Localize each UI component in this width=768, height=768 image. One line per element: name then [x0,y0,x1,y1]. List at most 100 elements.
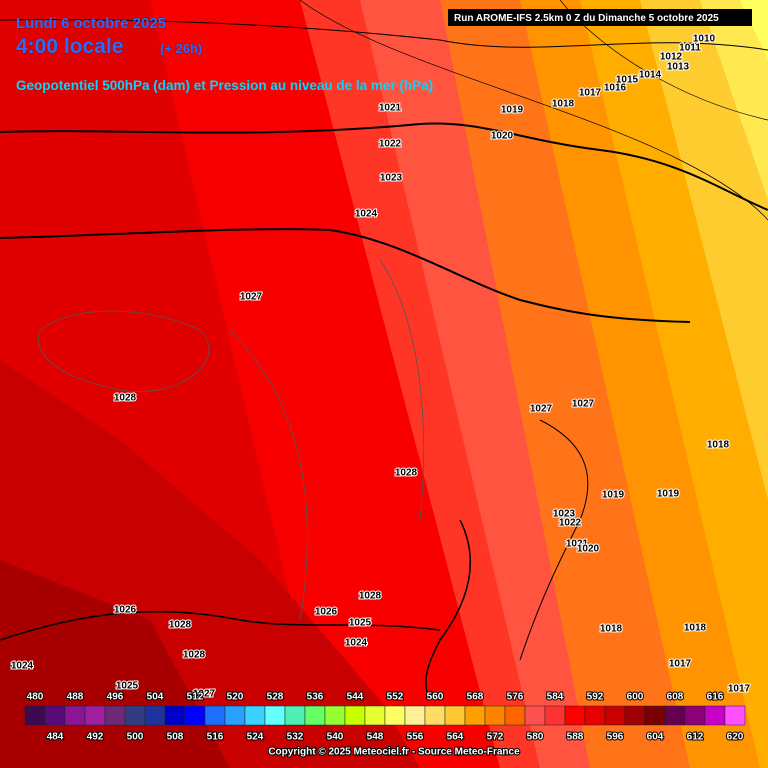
isobar-label: 1027 [530,404,553,415]
scale-swatch [144,705,166,726]
scale-label-bottom: 564 [447,732,464,743]
isobar-label: 1010 [693,34,716,45]
scale-swatch [544,705,566,726]
scale-label-top: 520 [227,692,244,703]
isobar-label: 1018 [707,440,730,451]
isobar-label: 1027 [193,689,216,700]
copyright: Copyright © 2025 Meteociel.fr - Source M… [268,747,520,758]
isobar-label: 1024 [355,209,378,220]
scale-swatch [84,705,106,726]
scale-swatch [264,705,286,726]
scale-swatch [244,705,266,726]
scale-label-top: 544 [347,692,364,703]
scale-swatch [464,705,486,726]
isobar-label: 1026 [315,607,338,618]
scale-label-top: 576 [507,692,524,703]
isobar-label: 1020 [577,544,600,555]
isobar-label: 1028 [395,468,418,479]
scale-label-bottom: 540 [327,732,344,743]
scale-label-top: 480 [27,692,44,703]
scale-label-bottom: 604 [647,732,664,743]
isobar-label: 1022 [559,518,582,529]
scale-label-bottom: 484 [47,732,64,743]
scale-swatch [424,705,446,726]
isobar-label: 1024 [11,661,34,672]
scale-label-top: 504 [147,692,164,703]
isobar-label: 1028 [169,620,192,631]
scale-label-top: 560 [427,692,444,703]
scale-swatch [444,705,466,726]
scale-swatch [364,705,386,726]
isobar-label: 1028 [359,591,382,602]
scale-swatch [164,705,186,726]
run-info: Run AROME-IFS 2.5km 0 Z du Dimanche 5 oc… [454,13,719,24]
scale-label-bottom: 620 [727,732,744,743]
isobar-label: 1020 [491,131,514,142]
isobar-label: 1023 [380,173,403,184]
isobar-label: 1028 [114,393,137,404]
isobar-label: 1027 [572,399,595,410]
scale-label-bottom: 572 [487,732,504,743]
scale-swatch [204,705,226,726]
borders [38,259,425,621]
scale-swatch [684,705,706,726]
isobar-label: 1019 [657,489,680,500]
isobar-label: 1021 [566,539,589,550]
scale-swatch [724,705,746,726]
scale-swatch [224,705,246,726]
scale-swatch [644,705,666,726]
isobar-label: 1022 [379,139,402,150]
scale-swatch [104,705,126,726]
scale-swatch [504,705,526,726]
scale-swatch [284,705,306,726]
isobar-label: 1013 [667,62,690,73]
scale-label-top: 600 [627,692,644,703]
scale-swatch [664,705,686,726]
isobar-label: 1011 [679,43,701,54]
scale-label-bottom: 548 [367,732,384,743]
isobar-label: 1023 [553,509,576,520]
scale-label-bottom: 516 [207,732,224,743]
scale-swatch [24,705,46,726]
scale-label-top: 592 [587,692,604,703]
isobar-label: 1015 [616,75,639,86]
isobar-label: 1021 [379,103,402,114]
scale-label-top: 536 [307,692,324,703]
scale-label-top: 496 [107,692,124,703]
scale-swatch [64,705,86,726]
scale-label-bottom: 580 [527,732,544,743]
scale-label-bottom: 492 [87,732,104,743]
scale-label-bottom: 556 [407,732,424,743]
isobar-label: 1017 [579,88,602,99]
scale-swatch [704,705,726,726]
isobar-label: 1024 [345,638,368,649]
isobar-label: 1017 [728,684,751,695]
scale-swatch [564,705,586,726]
isobar-label: 1016 [604,83,627,94]
isobar-label: 1017 [669,659,692,670]
isobar-label: 1026 [114,605,137,616]
scale-swatch [384,705,406,726]
scale-swatch [344,705,366,726]
scale-swatch [484,705,506,726]
scale-label-top: 568 [467,692,484,703]
scale-label-bottom: 508 [167,732,184,743]
isobar-label: 1012 [660,52,683,63]
scale-label-top: 528 [267,692,284,703]
isobar-label: 1019 [602,490,625,501]
scale-swatch [184,705,206,726]
scale-swatch [304,705,326,726]
isobar-label: 1019 [501,105,524,116]
isobar-label: 1018 [552,99,575,110]
scale-label-bottom: 588 [567,732,584,743]
scale-label-bottom: 532 [287,732,304,743]
scale-label-bottom: 500 [127,732,144,743]
scale-label-bottom: 524 [247,732,264,743]
scale-label-bottom: 612 [687,732,704,743]
scale-label-top: 552 [387,692,404,703]
run-box [448,9,752,26]
scale-swatch [624,705,646,726]
scale-swatch [324,705,346,726]
